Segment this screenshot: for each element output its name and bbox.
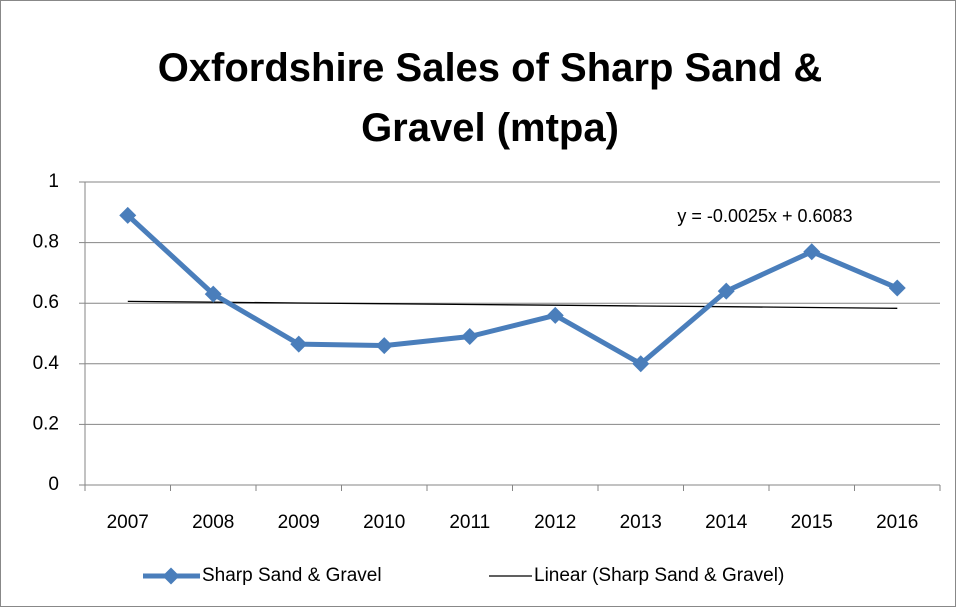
- series-line: [126, 213, 899, 367]
- x-tick-label: 2011: [449, 512, 490, 533]
- y-tick-label: 0: [48, 474, 59, 495]
- data-point: [632, 355, 650, 373]
- y-tick-label: 0.4: [33, 353, 60, 374]
- legend-marker: [162, 567, 180, 585]
- chart-title: Oxfordshire Sales of Sharp Sand & Gravel…: [157, 46, 823, 150]
- x-tick-label: 2010: [363, 512, 405, 533]
- x-tick-label: 2014: [705, 512, 748, 533]
- x-tick-label: 2009: [278, 512, 320, 533]
- legend-label: Linear (Sharp Sand & Gravel): [534, 565, 784, 586]
- data-point: [717, 282, 735, 300]
- x-tick-label: 2015: [791, 512, 833, 533]
- legend-label: Sharp Sand & Gravel: [202, 565, 382, 586]
- x-tick-label: 2016: [876, 512, 918, 533]
- y-tick-label: 0.6: [33, 292, 59, 313]
- y-tick-label: 1: [48, 171, 59, 192]
- x-tick-label: 2012: [534, 512, 576, 533]
- data-point: [461, 328, 479, 346]
- x-tick-label: 2007: [107, 512, 149, 533]
- data-point: [290, 335, 308, 353]
- y-tick-label: 0.2: [33, 413, 59, 434]
- data-point: [803, 243, 821, 261]
- data-point: [204, 285, 222, 303]
- y-tick-label: 0.8: [33, 232, 59, 253]
- annotation: y = -0.0025x + 0.6083: [677, 206, 852, 226]
- x-tick-label: 2008: [192, 512, 234, 533]
- trend-line: [127, 300, 898, 309]
- data-point: [375, 337, 393, 355]
- x-tick-label: 2013: [620, 512, 662, 533]
- data-point: [546, 306, 564, 324]
- data-point: [888, 279, 906, 297]
- data-point: [119, 206, 137, 224]
